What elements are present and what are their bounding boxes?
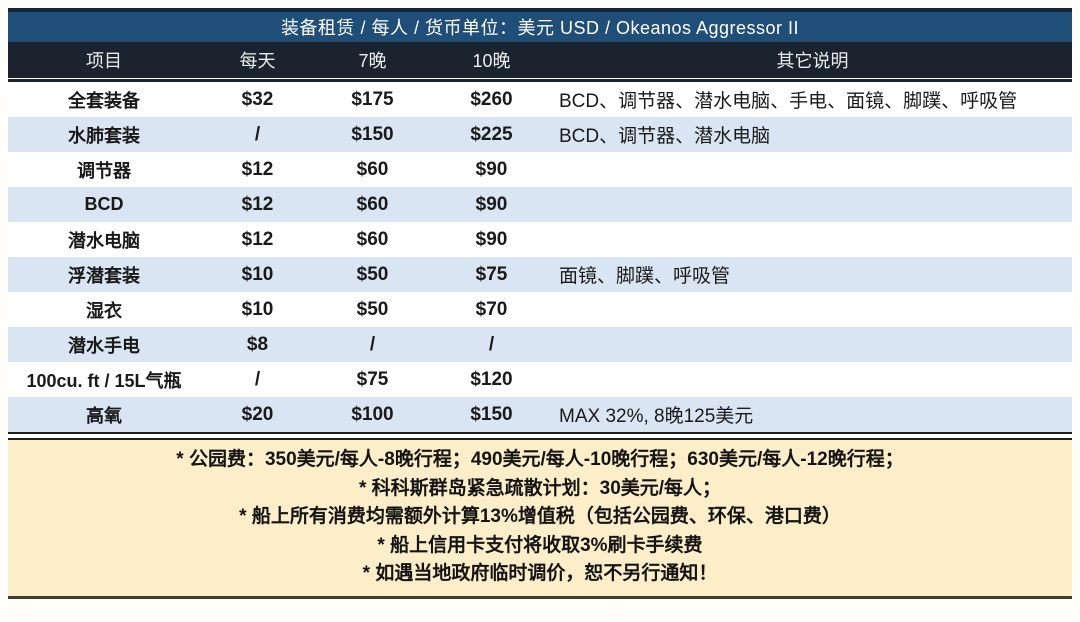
cell-item: 潜水电脑 [68, 230, 140, 251]
table-row: 潜水手电 $8 / / [8, 327, 1072, 362]
table-header-row: 项目 每天 7晚 10晚 其它说明 [8, 42, 1072, 78]
table-row: 全套装备 $32 $175 $260 BCD、调节器、潜水电脑、手电、面镜、脚蹼、呼吸管 [8, 82, 1072, 117]
cell-n10: $75 [475, 263, 508, 285]
cell-daily: $32 [241, 88, 274, 110]
cell-n7: $100 [351, 403, 394, 425]
column-header-7night: 7晚 [358, 51, 387, 71]
column-header-notes: 其它说明 [776, 51, 849, 71]
cell-n7: $75 [356, 368, 389, 390]
table-body: 全套装备 $32 $175 $260 BCD、调节器、潜水电脑、手电、面镜、脚蹼、呼吸管… [8, 82, 1072, 432]
cell-item: 浮潜套装 [68, 265, 140, 286]
cell-notes: BCD、调节器、潜水电脑 [559, 126, 771, 147]
cell-daily: $12 [241, 193, 274, 215]
cell-n10: $225 [470, 123, 513, 145]
cell-daily: $12 [241, 228, 274, 250]
table-row: 湿衣 $10 $50 $70 [8, 292, 1072, 327]
cell-item: 高氧 [86, 405, 122, 426]
cell-n10: $260 [470, 88, 513, 110]
cell-daily: $10 [241, 263, 274, 285]
cell-n10: $150 [470, 403, 513, 425]
cell-daily: $20 [241, 403, 274, 425]
cell-n10: $90 [475, 158, 508, 180]
cell-daily: $8 [246, 333, 269, 355]
cell-n10: / [488, 333, 495, 355]
cell-n10: $70 [475, 298, 508, 320]
cell-n10: $120 [470, 368, 513, 390]
footnote-line: * 科科斯群岛紧急疏散计划：30美元/每人； [358, 477, 722, 499]
cell-daily: $12 [241, 158, 274, 180]
cell-notes: 面镜、脚蹼、呼吸管 [559, 266, 731, 287]
cell-n7: $50 [356, 263, 389, 285]
cell-item: 水肺套装 [68, 125, 140, 146]
footnote-line: * 公园费：350美元/每人-8晚行程；490美元/每人-10晚行程；630美元… [176, 449, 904, 470]
footnote-line: * 船上所有消费均需额外计算13%增值税（包括公园费、环保、港口费） [239, 506, 841, 527]
cell-item: BCD [84, 194, 124, 214]
cell-item: 湿衣 [86, 300, 122, 321]
column-header-10night: 10晚 [472, 51, 511, 71]
cell-daily: / [254, 368, 261, 390]
cell-notes: MAX 32%, 8晚125美元 [559, 406, 754, 427]
cell-item: 全套装备 [68, 90, 140, 111]
table-row: BCD $12 $60 $90 [8, 187, 1072, 222]
cell-n7: $60 [356, 158, 389, 180]
cell-n7: $60 [356, 193, 389, 215]
table-row: 浮潜套装 $10 $50 $75 面镜、脚蹼、呼吸管 [8, 257, 1072, 292]
cell-n7: / [369, 333, 376, 355]
footnote-line: * 如遇当地政府临时调价，恕不另行通知！ [362, 563, 718, 584]
cell-daily: $10 [241, 298, 274, 320]
cell-n7: $150 [351, 123, 394, 145]
cell-n10: $90 [475, 228, 508, 250]
footnotes-panel: * 公园费：350美元/每人-8晚行程；490美元/每人-10晚行程；630美元… [8, 440, 1072, 599]
cell-item: 调节器 [77, 160, 131, 181]
cell-item: 100cu. ft / 15L气瓶 [26, 370, 182, 391]
column-header-daily: 每天 [239, 51, 276, 71]
cell-daily: / [254, 123, 261, 145]
cell-n7: $60 [356, 228, 389, 250]
table-row: 高氧 $20 $100 $150 MAX 32%, 8晚125美元 [8, 397, 1072, 432]
table-row: 潜水电脑 $12 $60 $90 [8, 222, 1072, 257]
table-title: 装备租赁 / 每人 / 货币单位：美元 USD / Okeanos Aggres… [280, 18, 800, 38]
table-footer-separator [8, 432, 1072, 440]
cell-item: 潜水手电 [68, 335, 140, 356]
header-divider-line [8, 79, 1072, 82]
table-title-bar: 装备租赁 / 每人 / 货币单位：美元 USD / Okeanos Aggres… [8, 8, 1072, 42]
footnote-line: * 船上信用卡支付将收取3%刷卡手续费 [377, 534, 703, 556]
cell-notes: BCD、调节器、潜水电脑、手电、面镜、脚蹼、呼吸管 [559, 91, 1018, 112]
table-row: 水肺套装 / $150 $225 BCD、调节器、潜水电脑 [8, 117, 1072, 152]
column-header-item: 项目 [86, 51, 122, 71]
cell-n7: $50 [356, 298, 389, 320]
table-row: 调节器 $12 $60 $90 [8, 152, 1072, 187]
cell-n7: $175 [351, 88, 394, 110]
cell-n10: $90 [475, 193, 508, 215]
table-row: 100cu. ft / 15L气瓶 / $75 $120 [8, 362, 1072, 397]
header-divider-gap [8, 78, 1072, 79]
price-sheet: 装备租赁 / 每人 / 货币单位：美元 USD / Okeanos Aggres… [8, 0, 1072, 599]
